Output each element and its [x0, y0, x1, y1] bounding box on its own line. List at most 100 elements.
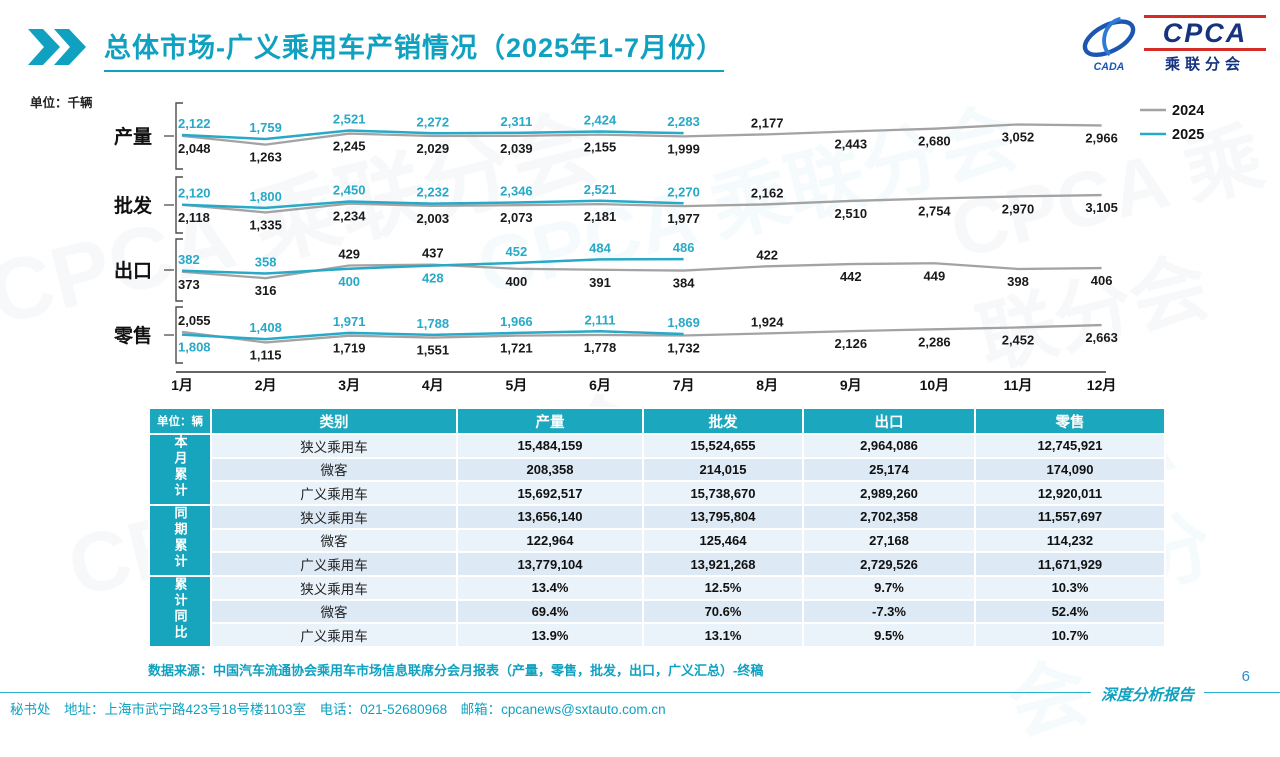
table-value-cell: 13,779,104	[456, 551, 644, 577]
table-row: 广义乘用车 13.9% 13.1% 9.5% 10.7%	[149, 622, 1166, 648]
chart-unit-label: 单位：千辆	[30, 96, 93, 110]
data-label: 2,283	[667, 114, 700, 129]
series-line-2024	[181, 193, 1102, 214]
data-label: 437	[422, 246, 444, 261]
data-label: 2,311	[500, 114, 532, 129]
table-value-cell: -7.3%	[802, 598, 976, 625]
table-value-cell: 2,729,526	[802, 551, 976, 577]
footer-contact: 秘书处 地址：上海市武宁路423号18号楼1103室 电话：021-526809…	[10, 702, 666, 717]
table-value-cell: 15,738,670	[642, 480, 804, 506]
data-label: 1,759	[249, 120, 282, 135]
data-label: 3,105	[1085, 200, 1118, 215]
table-column-header: 产量	[456, 407, 644, 435]
table-row: 微客 69.4% 70.6% -7.3% 52.4%	[149, 598, 1166, 625]
data-label: 2,663	[1085, 330, 1118, 345]
x-axis-label: 10月	[920, 377, 950, 393]
data-label: 373	[178, 277, 200, 292]
table-value-cell: 11,557,697	[974, 504, 1166, 530]
table-row: 微客 208,358 214,015 25,174 174,090	[149, 456, 1166, 483]
chart-row-label: 产量	[114, 125, 152, 148]
table-row: 累计同比 狭义乘用车 13.4% 12.5% 9.7% 10.3%	[148, 575, 1166, 648]
series-line-2025	[181, 330, 684, 341]
data-label: 316	[255, 283, 277, 298]
data-label: 358	[255, 254, 277, 269]
data-label: 1,788	[417, 316, 450, 331]
x-axis-label: 4月	[422, 377, 444, 393]
data-label: 2,048	[178, 141, 211, 156]
table-group-label: 累计同比	[148, 575, 212, 648]
table-column-header: 批发	[642, 407, 804, 435]
series-line-2025	[181, 199, 684, 210]
table-value-cell: 10.3%	[974, 575, 1166, 601]
table-value-cell: 9.7%	[802, 575, 976, 601]
table-value-cell: 70.6%	[642, 598, 804, 625]
cada-emblem-caption: CADA	[1094, 61, 1125, 73]
data-label: 429	[338, 247, 360, 262]
table-category-cell: 广义乘用车	[210, 622, 458, 648]
table-value-cell: 11,671,929	[974, 551, 1166, 577]
data-label: 2,234	[333, 209, 366, 224]
legend-label: 2025	[1172, 127, 1204, 143]
data-label: 1,971	[333, 314, 366, 329]
row-axis-bracket	[175, 176, 183, 234]
row-axis-bracket	[175, 306, 183, 364]
data-label: 2,232	[417, 185, 450, 200]
logo-subtitle-text: 乘联分会	[1164, 55, 1245, 73]
data-label: 2,521	[333, 111, 366, 126]
page-number: 6	[1241, 668, 1250, 685]
table-group-label: 本月累计	[148, 433, 212, 506]
x-axis-label: 5月	[506, 377, 528, 393]
data-label: 2,029	[417, 141, 450, 156]
table-value-cell: 25,174	[802, 456, 976, 483]
x-axis-label: 8月	[756, 377, 778, 393]
data-label: 1,551	[417, 343, 450, 358]
table-value-cell: 13,921,268	[642, 551, 804, 577]
table-group-label-text: 同期累计	[172, 506, 188, 570]
chart-row-label: 零售	[113, 324, 152, 347]
x-axis-label: 12月	[1087, 377, 1117, 393]
data-label: 2,122	[178, 116, 211, 131]
data-label: 2,111	[584, 312, 615, 327]
data-label: 2,270	[667, 184, 700, 199]
trend-chart: 产量 2,048 1,263 2,245 2,029 2,039 2,155 1,999 2,1…	[113, 102, 1204, 393]
data-label: 2,966	[1085, 130, 1118, 145]
table-value-cell: 15,524,655	[642, 433, 804, 459]
table-value-cell: 69.4%	[456, 598, 644, 625]
data-label: 1,719	[333, 341, 366, 356]
table-unit-header: 单位：辆	[148, 407, 212, 435]
table-value-cell: 12,920,011	[974, 480, 1166, 506]
data-label: 428	[422, 271, 444, 286]
data-label: 400	[506, 274, 528, 289]
table-category-cell: 广义乘用车	[210, 551, 458, 577]
data-label: 2,452	[1002, 332, 1035, 347]
data-label: 1,924	[751, 314, 784, 329]
data-label: 2,424	[584, 113, 617, 128]
data-label: 2,450	[333, 183, 366, 198]
table-value-cell: 13.9%	[456, 622, 644, 648]
data-label: 449	[924, 268, 946, 283]
table-value-cell: 114,232	[974, 527, 1166, 554]
page-title: 总体市场-广义乘用车产销情况（2025年1-7月份）	[104, 26, 725, 72]
series-line-2025	[181, 257, 684, 275]
data-label: 2,754	[918, 204, 951, 219]
table-category-cell: 广义乘用车	[210, 480, 458, 506]
data-label: 2,970	[1002, 201, 1035, 216]
data-label: 442	[840, 269, 862, 284]
data-label: 2,680	[918, 134, 951, 149]
data-label: 2,073	[500, 210, 533, 225]
table-value-cell: 9.5%	[802, 622, 976, 648]
data-label: 2,510	[835, 206, 868, 221]
table-value-cell: 12,745,921	[974, 433, 1166, 459]
table-value-cell: 125,464	[642, 527, 804, 554]
table-value-cell: 27,168	[802, 527, 976, 554]
footer-divider	[0, 692, 1280, 693]
table-row: 广义乘用车 15,692,517 15,738,670 2,989,260 12,920…	[149, 480, 1166, 506]
table-value-cell: 10.7%	[974, 622, 1166, 648]
data-label: 1,335	[249, 217, 282, 232]
chart-row-label: 批发	[114, 194, 153, 217]
table-column-header: 零售	[974, 407, 1166, 435]
series-line-2025	[181, 129, 684, 141]
title-chevrons-icon	[28, 29, 86, 65]
table-value-cell: 52.4%	[974, 598, 1166, 625]
data-label: 2,162	[751, 185, 784, 200]
